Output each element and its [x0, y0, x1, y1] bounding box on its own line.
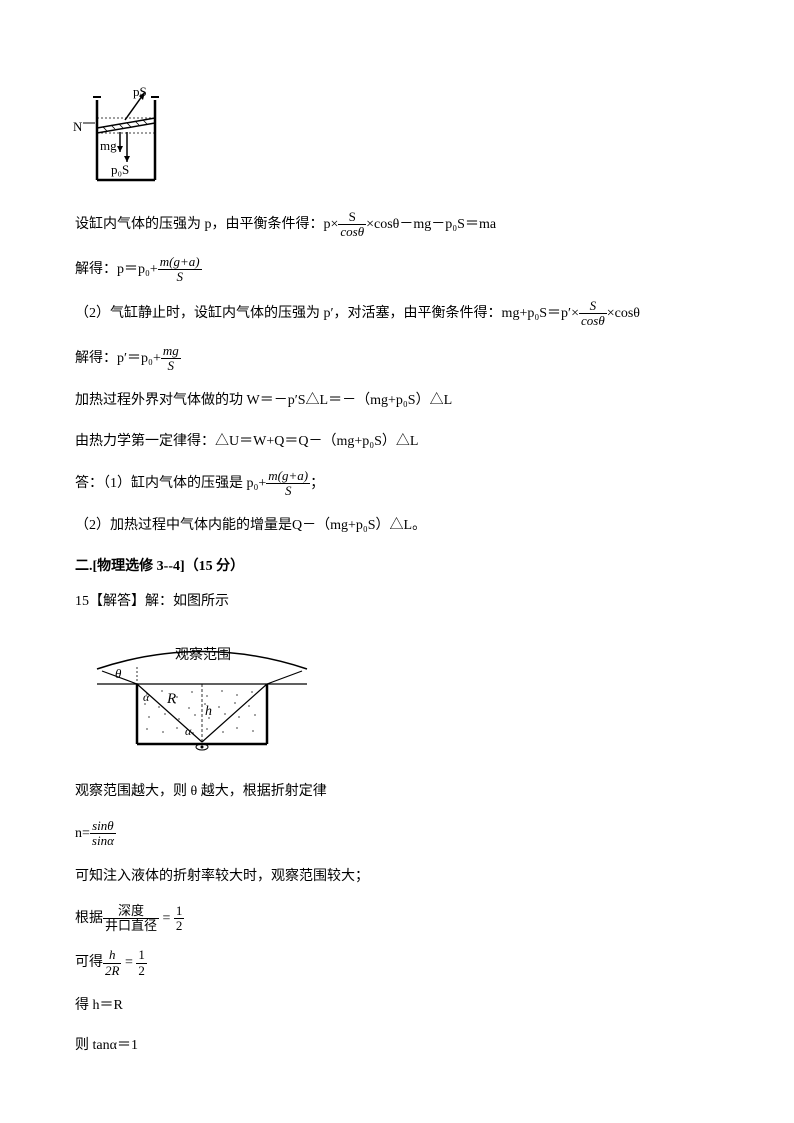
p3-frac-top: S: [579, 299, 607, 314]
p3-frac-bot: cosθ: [579, 314, 607, 328]
p14-frac1-bot: 2R: [103, 964, 121, 978]
label-r: R: [167, 686, 176, 713]
paragraph-14: 可得h2R = 12: [75, 948, 719, 978]
paragraph-8: （2）加热过程中气体内能的增量是Q－（mg+p₀S）△L。: [75, 513, 719, 538]
p13-frac2-top: 1: [174, 904, 185, 919]
label-alpha1: α: [143, 687, 149, 709]
paragraph-4: 解得：p′＝p₀+mgS: [75, 344, 719, 374]
paragraph-1: 设缸内气体的压强为 p，由平衡条件得：p×Scosθ×cosθ－mg－p₀S＝m…: [75, 210, 719, 240]
p4-frac-top: mg: [161, 344, 181, 359]
p7-suffix: ；: [310, 476, 324, 491]
p2-prefix: 解得：p＝p₀+: [75, 262, 158, 277]
paragraph-3: （2）气缸静止时，设缸内气体的压强为 p′，对活塞，由平衡条件得：mg+p₀S＝…: [75, 299, 719, 329]
label-alpha2: α: [185, 721, 191, 743]
paragraph-12: 可知注入液体的折射率较大时，观察范围较大；: [75, 864, 719, 889]
p11-prefix: n=: [75, 826, 90, 841]
paragraph-16: 则 tanα＝1: [75, 1033, 719, 1058]
diagram-well: 观察范围 θ R h α α: [87, 629, 719, 759]
p13-prefix: 根据: [75, 911, 103, 926]
p4-prefix: 解得：p′＝p₀+: [75, 351, 161, 366]
p4-frac-bot: S: [161, 359, 181, 373]
p11-frac-bot: sinα: [90, 834, 116, 848]
p13-frac1-top: 深度: [103, 904, 159, 919]
p1-suffix: ×cosθ－mg－p₀S＝ma: [366, 217, 496, 232]
label-ps: pS: [133, 80, 147, 103]
label-mg: mg: [100, 134, 117, 157]
p2-frac-bot: S: [158, 270, 202, 284]
paragraph-11: n=sinθsinα: [75, 819, 719, 849]
p14-frac1-top: h: [103, 948, 121, 963]
paragraph-15: 得 h＝R: [75, 993, 719, 1018]
p13-frac2-bot: 2: [174, 919, 185, 933]
p13-frac1-bot: 井口直径: [103, 919, 159, 933]
diagram-cylinder: pS N mg p₀S: [75, 80, 719, 190]
paragraph-7: 答：（1）缸内气体的压强是 p₀+m(g+a)S；: [75, 469, 719, 499]
paragraph-9: 15【解答】解：如图所示: [75, 589, 719, 614]
paragraph-6: 由热力学第一定律得：△U＝W+Q＝Q－（mg+p₀S）△L: [75, 429, 719, 454]
p14-mid: =: [121, 955, 136, 970]
paragraph-2: 解得：p＝p₀+m(g+a)S: [75, 255, 719, 285]
p1-frac-top: S: [338, 210, 366, 225]
p14-frac2-top: 1: [136, 948, 147, 963]
p2-frac-top: m(g+a): [158, 255, 202, 270]
p7-frac-bot: S: [266, 484, 310, 498]
p7-prefix: 答：（1）缸内气体的压强是 p₀+: [75, 476, 266, 491]
label-range: 观察范围: [175, 643, 231, 668]
paragraph-13: 根据深度井口直径 = 12: [75, 904, 719, 934]
p1-frac-bot: cosθ: [338, 225, 366, 239]
p14-prefix: 可得: [75, 955, 103, 970]
label-h: h: [205, 699, 212, 724]
paragraph-5: 加热过程外界对气体做的功 W＝－p′S△L＝－（mg+p₀S）△L: [75, 388, 719, 413]
p7-frac-top: m(g+a): [266, 469, 310, 484]
label-n: N: [73, 115, 82, 138]
p14-frac2-bot: 2: [136, 964, 147, 978]
paragraph-10: 观察范围越大，则 θ 越大，根据折射定律: [75, 779, 719, 804]
p3-suffix: ×cosθ: [607, 306, 640, 321]
label-p0s: p₀S: [111, 158, 129, 181]
label-theta: θ: [115, 662, 121, 685]
p11-frac-top: sinθ: [90, 819, 116, 834]
p3-prefix: （2）气缸静止时，设缸内气体的压强为 p′，对活塞，由平衡条件得：mg+p₀S＝…: [75, 306, 579, 321]
p13-mid: =: [159, 911, 174, 926]
section-header: 二.[物理选修 3--4]（15 分）: [75, 554, 719, 579]
p1-prefix: 设缸内气体的压强为 p，由平衡条件得：p×: [75, 217, 338, 232]
